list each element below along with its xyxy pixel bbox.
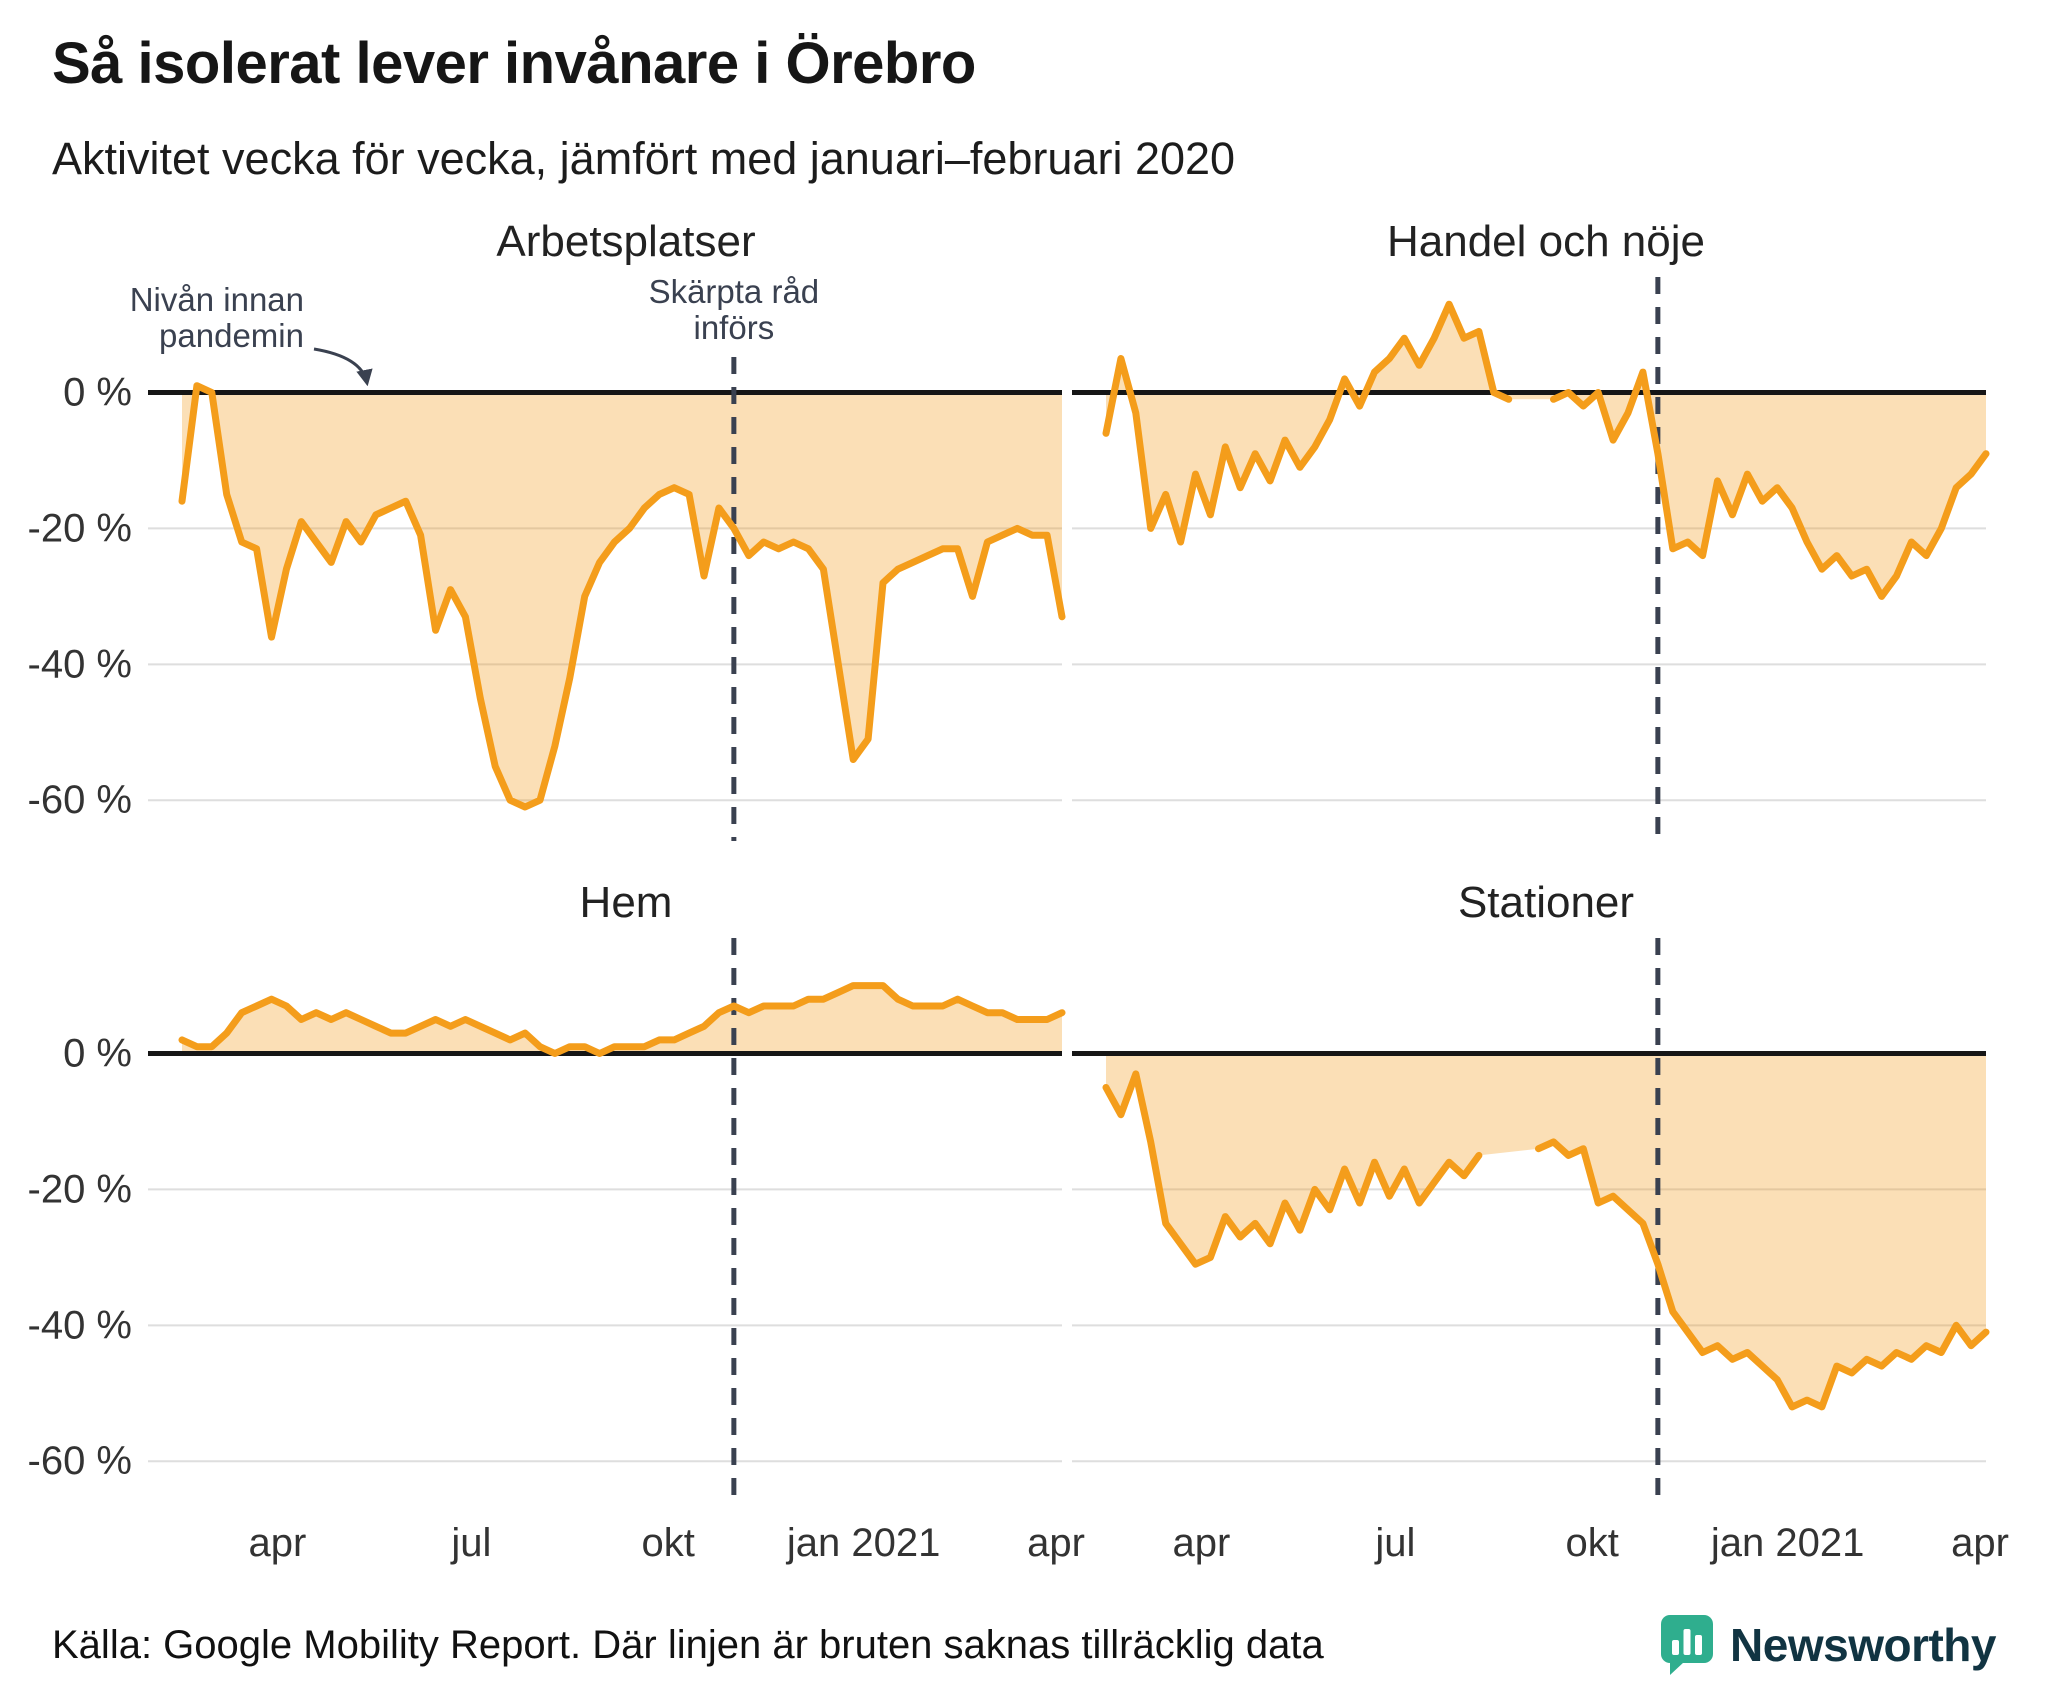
x-tick-label: apr	[1173, 1521, 1231, 1565]
panel-title-arbetsplatser: Arbetsplatser	[496, 217, 756, 266]
y-tick-label: 0 %	[63, 1032, 132, 1076]
panel-handel-och-noje: Handel och nöje	[1072, 217, 1994, 848]
header: Så isolerat lever invånare i Örebro Akti…	[52, 30, 1996, 185]
y-tick-label: -20 %	[28, 1167, 133, 1211]
x-tick-label: jan 2021	[1710, 1521, 1864, 1565]
x-tick-label: okt	[1566, 1521, 1619, 1565]
x-tick-label: jul	[450, 1521, 491, 1565]
y-tick-label: -40 %	[28, 1303, 133, 1347]
x-tick-label: apr	[1951, 1521, 2009, 1565]
newsworthy-logo-icon	[1661, 1615, 1714, 1675]
footer: Källa: Google Mobility Report. Där linje…	[52, 1614, 1996, 1676]
data-line	[1102, 300, 1990, 600]
y-tick-label: 0 %	[63, 371, 132, 415]
event-annotation: Skärpta råd	[649, 273, 820, 310]
panel-hem: Hem 0 % -20 % -40 % -60 % apr jul okt jan 2021 a…	[28, 878, 1085, 1574]
data-line	[178, 982, 1066, 1057]
y-tick-label: -60 %	[28, 1439, 133, 1483]
y-tick-label: -60 %	[28, 778, 133, 822]
page-subtitle: Aktivitet vecka för vecka, jämfört med j…	[52, 133, 1236, 184]
panel-title-handel-och-noje: Handel och nöje	[1386, 217, 1705, 266]
x-tick-label: apr	[1027, 1521, 1085, 1565]
baseline-annotation: Nivån innan	[130, 281, 304, 318]
newsworthy-logo: Newsworthy	[1660, 1614, 1996, 1676]
x-tick-label: apr	[249, 1521, 307, 1565]
panel-arbetsplatser: Arbetsplatser 0 % -20 % -40 % -60 % Skärpta …	[28, 217, 1070, 848]
event-annotation: införs	[694, 309, 775, 346]
data-line	[1102, 1070, 1990, 1411]
x-tick-label: jul	[1374, 1521, 1415, 1565]
newsworthy-wordmark: Newsworthy	[1730, 1619, 1996, 1671]
data-line	[178, 382, 1066, 811]
charts-grid: Arbetsplatser 0 % -20 % -40 % -60 % Skärpta …	[28, 217, 2009, 1574]
baseline-arrow	[313, 347, 373, 387]
hem-chart: 0 % -20 % -40 % -60 % apr jul okt jan 2021 apr	[28, 938, 1085, 1565]
baseline-annotation: pandemin	[159, 317, 304, 354]
area-fill	[1106, 304, 1986, 597]
area-fill	[182, 385, 1062, 807]
x-tick-label: jan 2021	[786, 1521, 940, 1565]
panel-title-hem: Hem	[579, 878, 673, 927]
stationer-chart: apr jul okt jan 2021 apr	[1072, 938, 2009, 1565]
page-title: Så isolerat lever invånare i Örebro	[52, 31, 976, 96]
y-tick-label: -20 %	[28, 506, 133, 550]
x-tick-label: okt	[642, 1521, 695, 1565]
y-tick-label: -40 %	[28, 642, 133, 686]
panel-stationer: Stationer apr jul okt jan 2021 apr	[1072, 878, 2009, 1574]
panel-title-stationer: Stationer	[1457, 878, 1635, 927]
area-fill	[1106, 1053, 1986, 1407]
source-note: Källa: Google Mobility Report. Där linje…	[52, 1622, 1324, 1667]
handel-och-noje-chart	[1072, 277, 1990, 841]
